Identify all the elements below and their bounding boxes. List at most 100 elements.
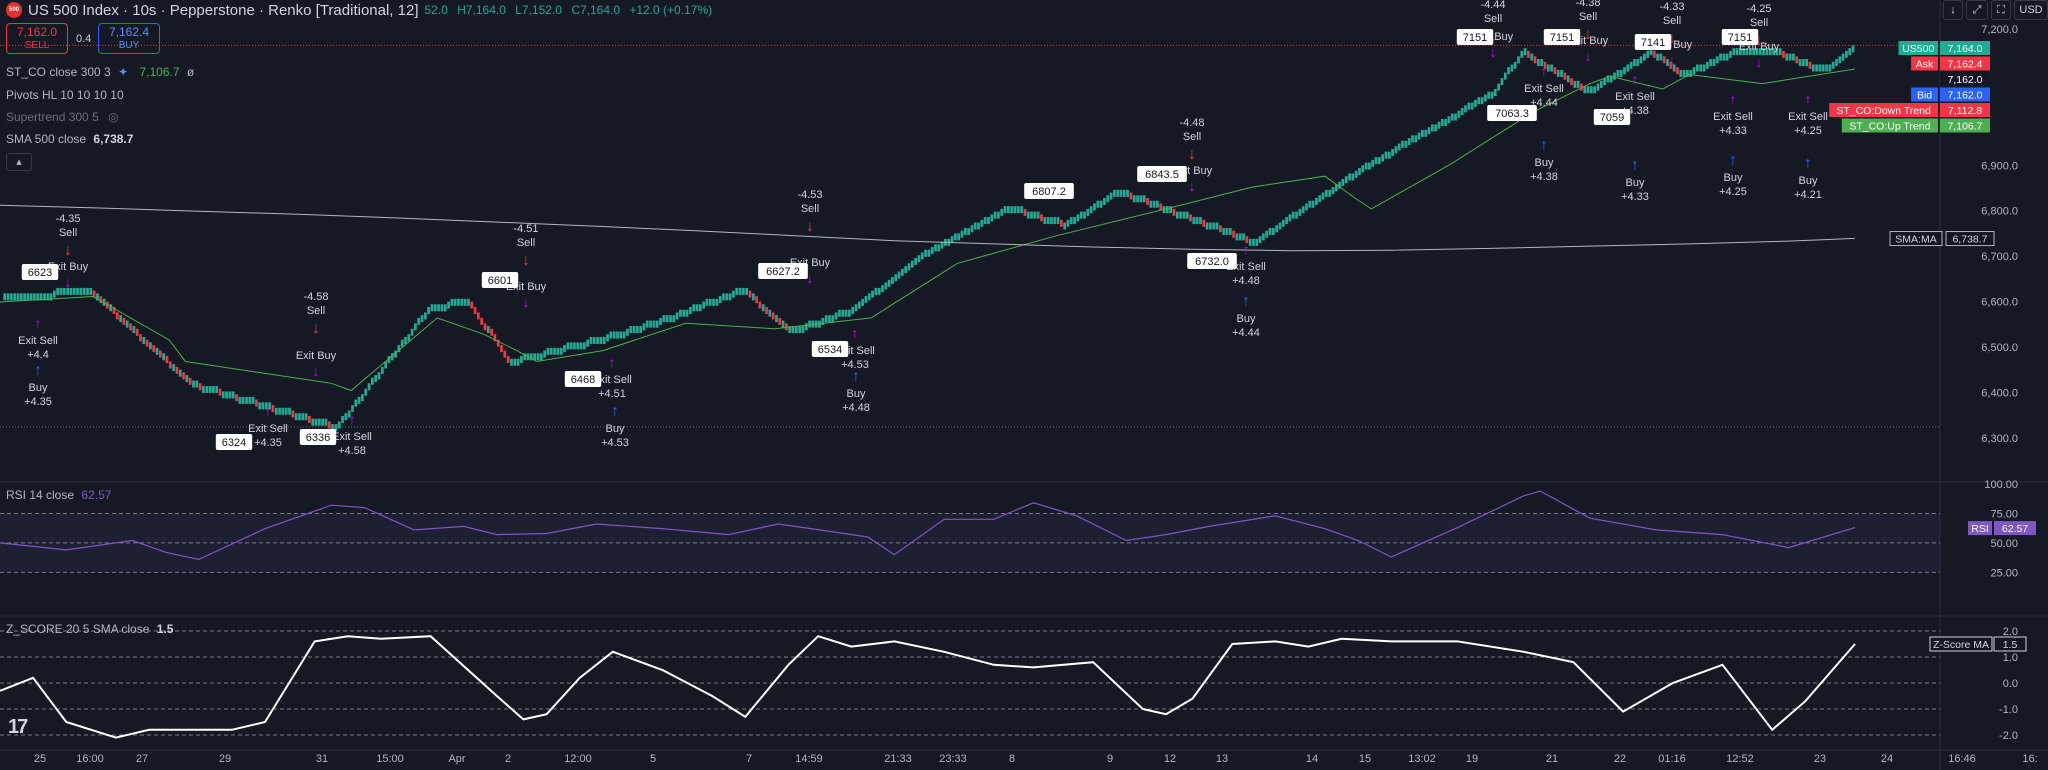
currency-selector[interactable]: USD bbox=[2014, 0, 2048, 20]
renko-brick bbox=[795, 326, 798, 334]
renko-brick bbox=[652, 320, 656, 328]
renko-brick bbox=[1709, 59, 1712, 67]
renko-brick bbox=[288, 407, 291, 415]
renko-brick bbox=[1782, 50, 1785, 58]
sma-line bbox=[0, 204, 1856, 252]
pivot-label-box bbox=[1487, 105, 1537, 121]
legend-rsi[interactable]: RSI 14 close 62.57 bbox=[6, 488, 111, 502]
renko-brick bbox=[963, 227, 967, 235]
renko-brick bbox=[473, 306, 477, 314]
renko-brick bbox=[1225, 227, 1229, 235]
renko-brick bbox=[1659, 53, 1663, 61]
renko-brick bbox=[506, 356, 510, 364]
eye-hidden-icon[interactable]: ◎ bbox=[108, 110, 119, 124]
symbol-title[interactable]: US 500 Index · 10s · Pepperstone · Renko… bbox=[28, 1, 419, 19]
exit-sell-value: +4.51 bbox=[598, 388, 626, 400]
rsi-tag-value bbox=[1994, 521, 2036, 536]
renko-brick bbox=[1248, 238, 1252, 246]
renko-brick bbox=[967, 227, 970, 235]
renko-brick bbox=[1013, 206, 1017, 214]
renko-brick bbox=[1450, 113, 1454, 121]
buy-signal-label: Buy bbox=[847, 388, 866, 400]
renko-brick bbox=[1573, 80, 1577, 88]
settings-icon[interactable]: ✦ bbox=[118, 65, 129, 79]
renko-brick bbox=[1643, 53, 1646, 61]
renko-brick bbox=[1818, 64, 1822, 72]
renko-brick bbox=[758, 301, 762, 309]
renko-brick bbox=[255, 399, 258, 407]
renko-brick bbox=[1384, 151, 1388, 159]
renko-brick bbox=[1033, 211, 1037, 219]
rsi-axis-label: 100.00 bbox=[1984, 479, 2018, 491]
price-tag-name-text: US500 bbox=[1902, 43, 1934, 55]
renko-brick bbox=[394, 350, 397, 358]
renko-brick bbox=[821, 317, 825, 325]
exit-sell-arrow-icon: ↑ bbox=[1632, 71, 1639, 87]
sell-button[interactable]: 7,162.0 SELL bbox=[6, 23, 68, 54]
legend-sma[interactable]: SMA 500 close 6,738.7 bbox=[6, 132, 133, 146]
renko-brick bbox=[910, 260, 914, 268]
buy-signal-value: +4.25 bbox=[1719, 186, 1747, 198]
legend-pivots[interactable]: Pivots HL 10 10 10 10 bbox=[6, 88, 124, 102]
renko-brick bbox=[645, 320, 649, 328]
renko-brick bbox=[59, 287, 63, 295]
renko-brick bbox=[152, 345, 156, 353]
legend-zscore[interactable]: Z_SCORE 20 5 SMA close 1.5 bbox=[6, 622, 173, 636]
exit-buy-arrow-icon: ↓ bbox=[1585, 48, 1592, 64]
renko-brick bbox=[281, 407, 285, 415]
renko-brick bbox=[49, 293, 53, 301]
renko-brick bbox=[771, 312, 775, 320]
renko-brick bbox=[1517, 56, 1520, 64]
renko-brick bbox=[122, 317, 126, 325]
renko-brick bbox=[9, 293, 13, 301]
renko-brick bbox=[321, 418, 325, 426]
tradingview-logo-icon[interactable]: 17 bbox=[8, 716, 28, 738]
renko-brick bbox=[407, 334, 411, 342]
symbol-logo[interactable]: 500 bbox=[6, 2, 22, 18]
exit-sell-label: Exit Sell bbox=[1615, 91, 1655, 103]
renko-brick bbox=[1318, 195, 1322, 203]
pivot-label-text: 6468 bbox=[571, 374, 595, 386]
price-tag-value bbox=[1940, 41, 1990, 55]
renko-brick bbox=[1848, 48, 1852, 56]
renko-brick bbox=[26, 293, 30, 301]
buy-button[interactable]: 7,162.4 BUY bbox=[98, 23, 160, 54]
visibility-off-icon[interactable]: ø bbox=[186, 65, 195, 79]
auto-scale-button[interactable]: ⤢ bbox=[1966, 0, 1988, 20]
renko-brick bbox=[732, 290, 735, 298]
sell-signal-value: -4.35 bbox=[55, 213, 80, 225]
exit-buy-label: Exit Buy bbox=[296, 350, 337, 362]
renko-brick bbox=[596, 336, 599, 344]
renko-brick bbox=[1374, 157, 1378, 165]
renko-brick bbox=[43, 293, 46, 301]
scroll-down-button[interactable]: ↓ bbox=[1943, 0, 1963, 20]
renko-brick bbox=[1245, 236, 1249, 244]
exit-sell-value: +4.53 bbox=[841, 359, 869, 371]
exit-buy-arrow-icon: ↓ bbox=[1756, 54, 1763, 70]
renko-brick bbox=[874, 287, 878, 295]
renko-brick bbox=[768, 309, 772, 317]
pivot-label-text: 6843.5 bbox=[1145, 169, 1179, 181]
legend-st-co[interactable]: ST_CO close 300 3 ✦ 7,106.7 ø bbox=[6, 65, 194, 79]
legend-supertrend[interactable]: Supertrend 300 5 ◎ bbox=[6, 110, 119, 124]
renko-brick bbox=[1470, 102, 1474, 110]
renko-brick bbox=[1755, 48, 1759, 56]
renko-brick bbox=[1404, 140, 1408, 148]
renko-brick bbox=[1808, 61, 1812, 69]
renko-brick bbox=[354, 399, 358, 407]
renko-brick bbox=[341, 415, 344, 423]
renko-brick bbox=[917, 255, 921, 263]
renko-brick bbox=[1669, 61, 1673, 69]
renko-brick bbox=[1722, 53, 1726, 61]
renko-brick bbox=[23, 293, 26, 301]
renko-brick bbox=[1219, 225, 1222, 233]
renko-brick bbox=[950, 236, 954, 244]
zscore-tag-name bbox=[1929, 636, 1993, 652]
renko-brick bbox=[284, 407, 288, 415]
collapse-legend-button[interactable]: ▴ bbox=[6, 153, 32, 171]
renko-brick bbox=[788, 326, 792, 334]
renko-brick bbox=[675, 312, 679, 320]
fullscreen-button[interactable]: ⛶ bbox=[1991, 0, 2011, 20]
renko-brick bbox=[897, 271, 901, 279]
